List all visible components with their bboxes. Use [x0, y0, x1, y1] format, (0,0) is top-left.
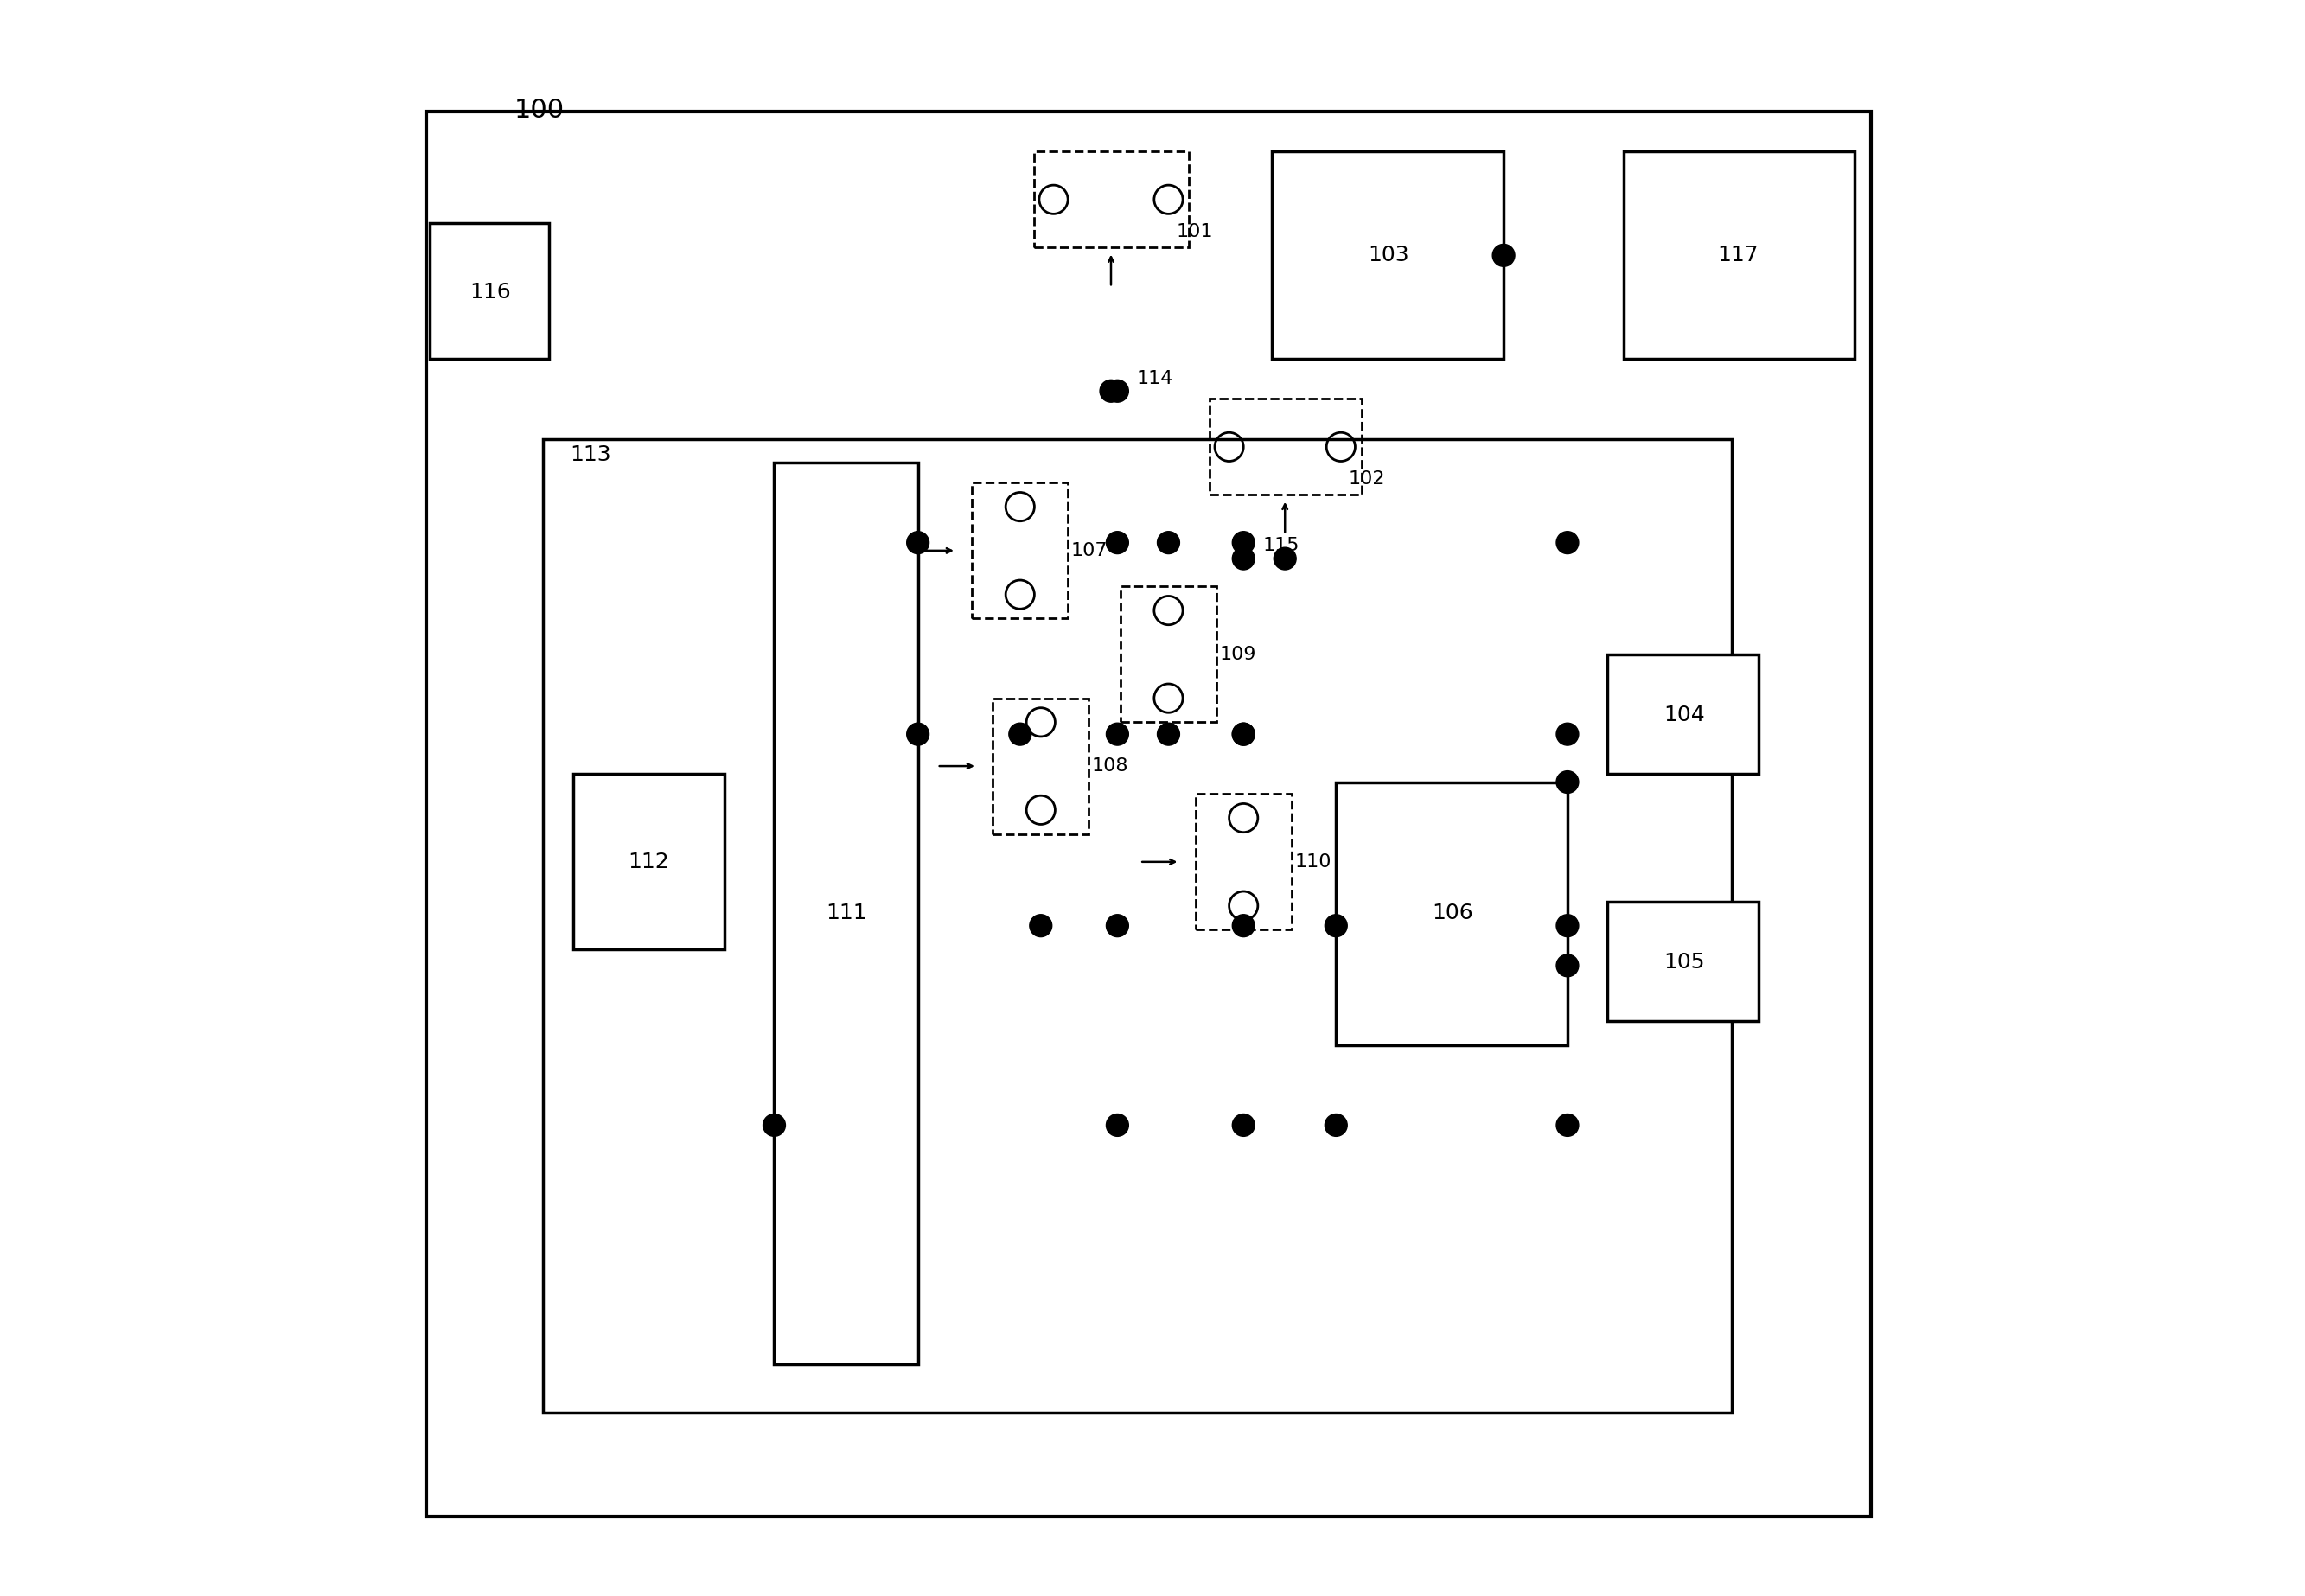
Text: 102: 102: [1348, 471, 1385, 487]
Circle shape: [906, 723, 929, 745]
Circle shape: [1099, 380, 1123, 402]
Circle shape: [1106, 380, 1129, 402]
Circle shape: [1556, 1114, 1579, 1136]
Circle shape: [1233, 723, 1254, 745]
Text: 110: 110: [1295, 854, 1332, 870]
Circle shape: [1233, 915, 1254, 937]
Circle shape: [1275, 547, 1295, 570]
Bar: [1607, 654, 1759, 774]
Circle shape: [1556, 954, 1579, 977]
Circle shape: [1157, 723, 1180, 745]
Text: 104: 104: [1664, 704, 1706, 726]
Circle shape: [1010, 723, 1030, 745]
Circle shape: [1030, 915, 1051, 937]
Circle shape: [906, 531, 929, 554]
Circle shape: [1325, 915, 1346, 937]
Circle shape: [1106, 1114, 1129, 1136]
Circle shape: [1233, 547, 1254, 570]
Text: 103: 103: [1369, 244, 1408, 267]
Circle shape: [1233, 1114, 1254, 1136]
Circle shape: [1556, 915, 1579, 937]
Circle shape: [1106, 915, 1129, 937]
Bar: [1607, 902, 1759, 1021]
Text: 109: 109: [1219, 646, 1256, 662]
Bar: [1210, 399, 1362, 495]
Circle shape: [1556, 771, 1579, 793]
Text: 116: 116: [470, 281, 512, 303]
Bar: [993, 699, 1088, 833]
Text: 105: 105: [1664, 951, 1703, 974]
Text: 108: 108: [1093, 758, 1129, 774]
Circle shape: [1556, 531, 1579, 554]
Circle shape: [763, 1114, 786, 1136]
Text: 111: 111: [825, 902, 867, 924]
Bar: [574, 774, 724, 950]
Text: 113: 113: [569, 444, 611, 466]
Bar: [1337, 782, 1567, 1045]
Text: 107: 107: [1072, 543, 1109, 559]
Bar: [1196, 795, 1291, 929]
Circle shape: [1157, 531, 1180, 554]
Bar: [1272, 152, 1503, 359]
Text: 114: 114: [1136, 370, 1173, 386]
Text: 100: 100: [514, 97, 565, 123]
Bar: [973, 482, 1067, 618]
Circle shape: [1233, 531, 1254, 554]
Text: 115: 115: [1263, 538, 1300, 554]
Text: 117: 117: [1717, 244, 1759, 267]
Bar: [429, 223, 549, 359]
Bar: [1623, 152, 1856, 359]
Bar: [542, 439, 1731, 1412]
Circle shape: [1491, 244, 1514, 267]
Bar: [1035, 152, 1189, 247]
Bar: [426, 112, 1872, 1516]
Circle shape: [1106, 723, 1129, 745]
Circle shape: [1325, 1114, 1346, 1136]
Text: 112: 112: [627, 851, 668, 873]
Bar: [774, 463, 917, 1365]
Circle shape: [1556, 723, 1579, 745]
Circle shape: [1233, 723, 1254, 745]
Text: 101: 101: [1176, 223, 1212, 239]
Text: 106: 106: [1431, 902, 1473, 924]
Bar: [1120, 587, 1217, 721]
Circle shape: [1106, 531, 1129, 554]
